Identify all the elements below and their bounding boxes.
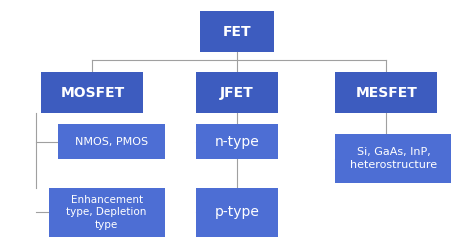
Text: p-type: p-type bbox=[215, 205, 259, 219]
Text: MOSFET: MOSFET bbox=[60, 86, 125, 100]
FancyBboxPatch shape bbox=[195, 188, 278, 237]
FancyBboxPatch shape bbox=[195, 72, 278, 113]
Text: n-type: n-type bbox=[215, 134, 259, 149]
Text: Si, GaAs, InP,
heterostructure: Si, GaAs, InP, heterostructure bbox=[350, 147, 437, 170]
FancyBboxPatch shape bbox=[336, 134, 451, 183]
FancyBboxPatch shape bbox=[48, 188, 165, 237]
FancyBboxPatch shape bbox=[42, 72, 143, 113]
FancyBboxPatch shape bbox=[200, 11, 274, 52]
FancyBboxPatch shape bbox=[335, 72, 437, 113]
FancyBboxPatch shape bbox=[58, 124, 164, 159]
FancyBboxPatch shape bbox=[195, 124, 278, 159]
Text: JFET: JFET bbox=[220, 86, 254, 100]
Text: MESFET: MESFET bbox=[356, 86, 417, 100]
Text: NMOS, PMOS: NMOS, PMOS bbox=[75, 137, 148, 146]
Text: FET: FET bbox=[223, 25, 251, 39]
Text: Enhancement
type, Depletion
type: Enhancement type, Depletion type bbox=[66, 195, 147, 230]
